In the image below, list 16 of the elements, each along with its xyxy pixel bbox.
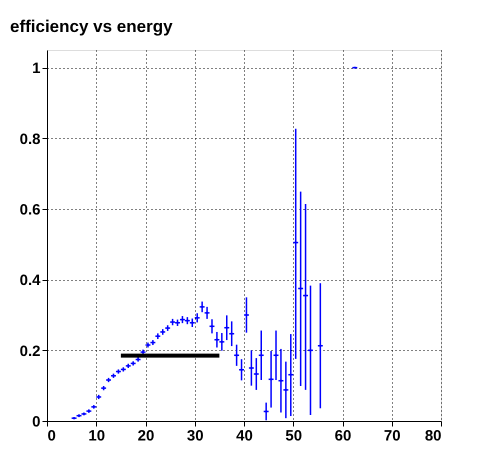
x-tick-label: 40 [236, 428, 253, 444]
x-tick-label: 10 [88, 428, 106, 444]
y-tick-label: 0.2 [20, 342, 40, 360]
y-tick-label: 0.8 [20, 130, 40, 148]
x-tick-label: 60 [334, 428, 352, 444]
y-tick-label: 0.6 [20, 202, 40, 218]
x-tick-label: 70 [384, 428, 401, 444]
y-tick-label: 0 [32, 414, 40, 430]
x-tick-label: 50 [285, 428, 302, 444]
x-tick-label: 20 [138, 428, 154, 444]
x-tick-label: 0 [48, 428, 56, 444]
chart-title: efficiency vs energy [10, 17, 174, 36]
x-tick-label: 80 [424, 428, 442, 444]
y-tick-label: 1 [32, 60, 40, 78]
y-tick-label: 0.4 [20, 272, 42, 290]
x-tick-label: 30 [186, 428, 204, 444]
